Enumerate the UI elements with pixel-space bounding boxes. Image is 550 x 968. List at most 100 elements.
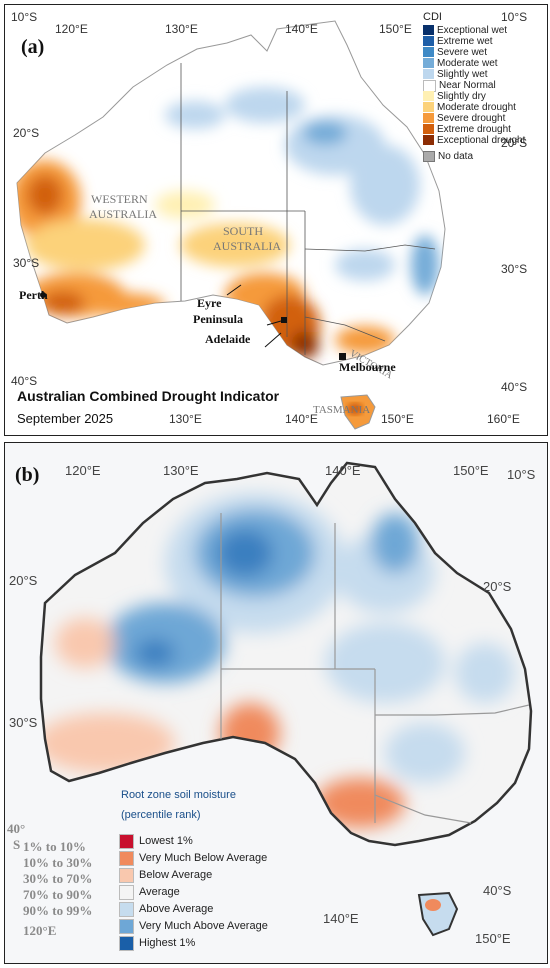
bottom-tick: 160°E: [487, 412, 520, 426]
percentile-label: 30% to 70%: [23, 871, 93, 886]
tasmania-island: [417, 891, 459, 937]
region-label: SOUTH: [223, 224, 263, 238]
legend-label: Exceptional drought: [437, 135, 526, 146]
no-data-item: No data: [423, 151, 473, 162]
region-label: AUSTRALIA: [213, 239, 281, 253]
legend-item: Exceptional wet: [423, 25, 507, 36]
legend-item: Average: [119, 884, 180, 900]
legend-item: Very Much Above Average: [119, 918, 268, 934]
legend-swatch: [423, 69, 434, 79]
legend-swatch: [119, 868, 134, 883]
lat-tick: 20°S: [9, 573, 38, 588]
place-label: Eyre: [197, 296, 222, 310]
legend-swatch: [119, 936, 134, 951]
legend-title: CDI: [423, 11, 442, 23]
lat-tick: 40°S: [11, 374, 37, 388]
lat-tick: 30°S: [13, 256, 39, 270]
percentile-label: 90% to 99%: [23, 903, 93, 918]
legend-title: Root zone soil moisture: [121, 789, 236, 801]
legend-item: Extreme drought: [423, 124, 511, 135]
bottom-tick: 140°E: [323, 911, 359, 926]
place-label: Adelaide: [205, 332, 251, 346]
legend-swatch: [119, 919, 134, 934]
percentile-label: 1% to 10%: [23, 839, 86, 854]
legend-item: Slightly wet: [423, 69, 488, 80]
legend-swatch: [423, 113, 434, 123]
legend-swatch: [423, 124, 434, 134]
adelaide-marker: [281, 317, 287, 323]
legend-label: Moderate wet: [437, 58, 498, 69]
map-subtitle: September 2025: [17, 411, 113, 426]
top-tick: 140°E: [285, 22, 318, 36]
soil-moisture-legend: Root zone soil moisture (percentile rank…: [115, 789, 315, 959]
region-label: WESTERN: [91, 192, 148, 206]
coastline: [39, 461, 533, 847]
legend-label: Moderate drought: [437, 102, 516, 113]
bottom-tick: 150°E: [381, 412, 414, 426]
top-tick: 150°E: [379, 22, 412, 36]
legend-item: Below Average: [119, 867, 212, 883]
place-label: Perth: [19, 288, 48, 302]
legend-label: Below Average: [139, 869, 213, 881]
legend-swatch: [119, 834, 134, 849]
map-title: Australian Combined Drought Indicator: [17, 388, 280, 404]
legend-item: Slightly dry: [423, 91, 486, 102]
legend-item: Severe wet: [423, 47, 487, 58]
legend-swatch: [423, 25, 434, 35]
legend-label: Slightly dry: [437, 91, 486, 102]
lat-tick: 20°S: [13, 126, 39, 140]
place-label: Peninsula: [193, 312, 243, 326]
percentile-label: S: [13, 837, 21, 852]
legend-label: Near Normal: [439, 80, 496, 91]
panel-label: (a): [21, 36, 44, 58]
legend-swatch: [423, 91, 434, 101]
legend-label: Highest 1%: [139, 937, 196, 949]
percentile-label: 40°: [7, 821, 26, 836]
top-tick: 10°S: [11, 10, 37, 24]
perth-marker: [40, 292, 46, 298]
legend-label: Very Much Below Average: [139, 852, 268, 864]
bottom-tick: 130°E: [169, 412, 202, 426]
lat-tick: 20°S: [483, 579, 512, 594]
soil-moisture-canvas: 120°E 130°E 140°E 150°E 10°S 20°S 30°S 2…: [9, 461, 536, 946]
legend-item: Lowest 1%: [119, 833, 193, 849]
legend-swatch: [119, 885, 134, 900]
lat-tick: 20°S: [501, 136, 527, 150]
legend-item: Above Average: [119, 901, 213, 917]
top-tick: 130°E: [163, 463, 199, 478]
legend-label: Slightly wet: [437, 69, 488, 80]
place-label: Melbourne: [339, 360, 396, 374]
melbourne-marker: [339, 353, 346, 360]
legend-item: Moderate drought: [423, 102, 516, 113]
lat-tick: 40°S: [501, 380, 527, 394]
legend-swatch: [423, 58, 434, 68]
legend-label: Very Much Above Average: [139, 920, 268, 932]
top-tick: 130°E: [165, 22, 198, 36]
state-borders: [220, 513, 530, 824]
top-tick: 120°E: [55, 22, 88, 36]
soil-moisture-field: [41, 493, 515, 828]
state-borders: [180, 63, 436, 355]
top-tick: 10°S: [501, 10, 527, 24]
legend-item: Exceptional drought: [423, 135, 525, 146]
legend-item: Very Much Below Average: [119, 850, 267, 866]
legend-label: Extreme drought: [437, 124, 511, 135]
lat-tick: 40°S: [483, 883, 512, 898]
lat-tick: 30°S: [9, 715, 38, 730]
region-label: AUSTRALIA: [89, 207, 157, 221]
legend-item: Moderate wet: [423, 58, 498, 69]
percentile-label: 10% to 30%: [23, 855, 93, 870]
legend-label: Severe drought: [437, 113, 506, 124]
legend-label: Above Average: [139, 903, 214, 915]
legend-item: Near Normal: [423, 80, 496, 92]
legend-item: Severe drought: [423, 113, 505, 124]
percentile-label: 120°E: [23, 923, 57, 938]
legend-label: Average: [139, 886, 180, 898]
legend-swatch: [423, 36, 434, 46]
legend-swatch: [423, 102, 434, 112]
region-label: TASMANIA: [313, 404, 370, 416]
legend-label: Extreme wet: [437, 36, 493, 47]
legend-swatch: [423, 135, 434, 145]
percentile-label: 70% to 90%: [23, 887, 93, 902]
legend-label: No data: [438, 151, 474, 162]
